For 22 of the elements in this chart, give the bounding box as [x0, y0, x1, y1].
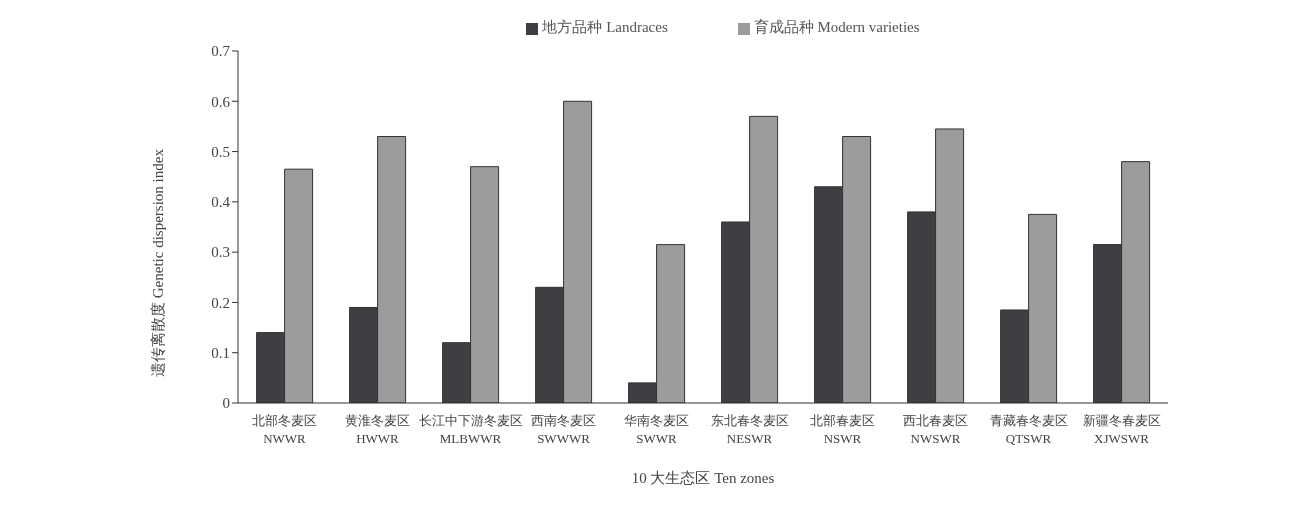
y-tick-label: 0.3 — [211, 244, 230, 261]
y-tick-label: 0.7 — [211, 43, 231, 60]
y-tick-label: 0.5 — [211, 143, 230, 160]
x-tick-label: 华南冬麦区 SWWR — [624, 413, 689, 446]
x-tick-label: 长江中下游冬麦区 MLBWWR — [418, 413, 523, 446]
y-tick-label: 0.2 — [211, 294, 230, 311]
x-tick-label: 西南冬麦区 SWWWR — [531, 413, 596, 446]
x-tick-label: 北部冬麦区 NWWR — [252, 413, 317, 446]
y-tick-label: 0 — [222, 395, 230, 412]
y-axis-title: 遗传离散度 Genetic dispersion index — [150, 148, 167, 377]
y-tick-label: 0.4 — [211, 194, 231, 211]
legend-label: 育成品种 Modern varieties — [753, 19, 920, 35]
legend-label: 地方品种 Landraces — [542, 19, 668, 35]
y-tick-label: 0.6 — [211, 93, 231, 110]
x-tick-label: 北部春麦区 NSWR — [810, 413, 875, 446]
x-tick-label: 西北春麦区 NWSWR — [903, 413, 968, 446]
y-tick-label: 0.1 — [211, 345, 230, 362]
x-tick-label: 新疆冬春麦区 XJWSWR — [1082, 413, 1161, 446]
x-tick-label: 青藏春冬麦区 QTSWR — [989, 413, 1068, 446]
x-tick-label: 黄淮冬麦区 HWWR — [345, 413, 410, 446]
x-tick-label: 东北春冬麦区 NESWR — [710, 413, 789, 446]
x-axis-title: 10 大生态区 Ten zones — [631, 470, 775, 486]
